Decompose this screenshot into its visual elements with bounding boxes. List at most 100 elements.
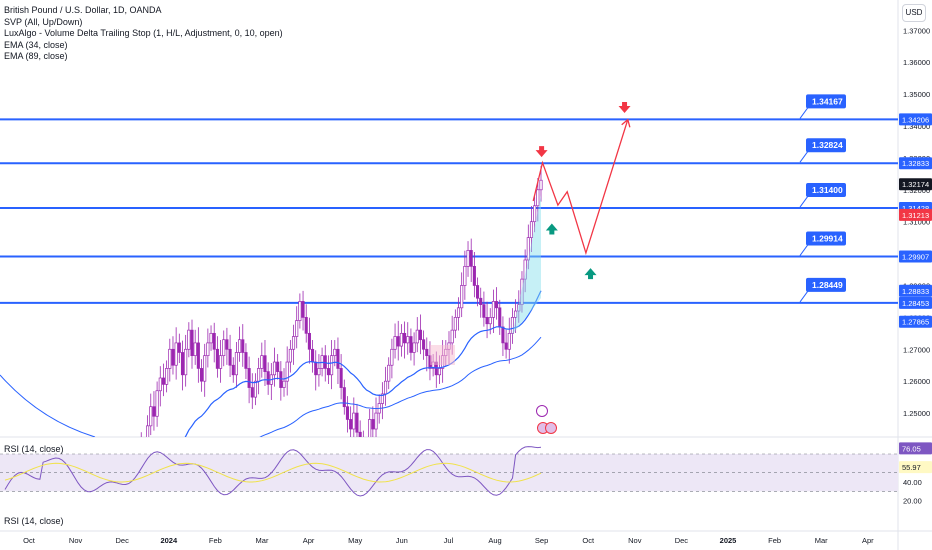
rsi-ma-line [4,462,542,483]
level-price-badge [899,113,932,126]
candle-body [406,336,410,344]
candle-body [260,355,264,369]
candle-body [165,368,169,385]
candle-body [536,189,540,207]
candle-body [111,494,113,508]
x-tick-label: Jun [396,536,408,545]
candle-body [514,310,518,318]
candle-body [257,368,261,382]
candle-body [339,368,343,388]
candle-body [450,329,454,344]
rsi-tick-label: 20.00 [903,497,922,506]
y-tick-label: 1.37000 [903,26,930,35]
candle-body [415,329,419,344]
candle-body [383,380,388,395]
candle-body [115,494,117,505]
level-price-badge [899,250,932,263]
candle-body [345,406,350,420]
candle-body [326,368,330,376]
rsi-label[interactable]: RSI (14, close) [4,444,64,454]
candle-body [99,515,101,521]
trailing-stop-zone [512,195,541,335]
candle-body [393,336,397,350]
candle-body [272,361,277,376]
candle-body [368,419,372,437]
candle-body [295,320,299,337]
candle-body [307,332,311,350]
candle-body [358,431,362,437]
candle-body [488,317,492,325]
x-tick-label: Dec [116,536,130,545]
y-tick-label: 1.36000 [903,58,930,67]
ema-89-left [0,374,96,437]
candle-body [330,355,334,376]
price-badge-label: 1.27865 [902,318,929,327]
level-price-label: 1.29907 [902,253,929,262]
legend-ema-34[interactable]: EMA (34, close) [4,39,68,50]
rsi-lower-label[interactable]: RSI (14, close) [4,516,64,526]
candle-body [187,329,191,350]
legend-luxalgo[interactable]: LuxAlgo - Volume Delta Trailing Stop (1,… [4,28,283,38]
candle-body [152,406,156,417]
rsi-value-badge [899,442,932,455]
candle-body [244,352,248,369]
candle-body [266,371,270,385]
price-badge-label: 1.28833 [902,287,929,296]
candle-body [203,355,207,382]
candle-body [225,339,229,350]
x-tick-label: Oct [582,536,595,545]
candle-body [403,332,407,344]
candle-body [146,425,150,437]
level-callout-box [806,231,846,246]
x-tick-label: Mar [256,536,269,545]
candle-body [510,317,514,334]
candle-body [171,348,175,366]
x-tick-label: Feb [768,536,781,545]
y-tick-label: 1.31000 [903,218,930,227]
candle-body [390,348,394,366]
projection-arrowhead [621,118,631,128]
rsi-line [4,446,542,497]
candles [0,102,631,525]
y-tick-label: 1.32000 [903,186,930,195]
candle-body [507,332,511,350]
candle-body [196,342,200,369]
candle-body [498,307,502,328]
candle-body [238,339,242,353]
level-callout-box [806,183,846,198]
candle-body [206,342,210,357]
candle-body [475,285,480,299]
candle-body [174,342,178,366]
x-tick-label: Nov [628,536,642,545]
price-badge [899,284,932,297]
candle-body [143,447,145,452]
candle-body [495,301,499,309]
candle-body [298,301,302,321]
candle-body [425,348,429,357]
candle-body [105,504,107,525]
candle-body [482,304,486,318]
candle-body [247,368,251,388]
ema-34-line [184,290,542,437]
rsi-ma-badge [899,461,932,474]
candle-body [263,355,267,372]
level-callout-label: 1.31400 [812,185,843,195]
legend-symbol[interactable]: British Pound / U.S. Dollar, 1D, OANDA [4,5,162,15]
candle-body [422,339,426,350]
legend-ema-89[interactable]: EMA (89, close) [4,51,68,61]
y-tick-label: 1.25000 [903,409,930,418]
candle-body [276,361,280,372]
candle-body [387,364,391,382]
candle-body [250,387,254,398]
legend-svp[interactable]: SVP (All, Up/Down) [4,16,83,27]
candle-body [301,301,305,318]
y-tick-label: 1.35000 [903,90,930,99]
level-callout-box [806,277,846,292]
currency-button[interactable]: USD [902,4,926,22]
price-badge-label: 1.31213 [902,211,929,220]
level-price-label: 1.34206 [902,115,929,124]
candle-body [456,307,461,318]
level-callout-box [806,94,846,109]
candle-body [184,348,188,376]
